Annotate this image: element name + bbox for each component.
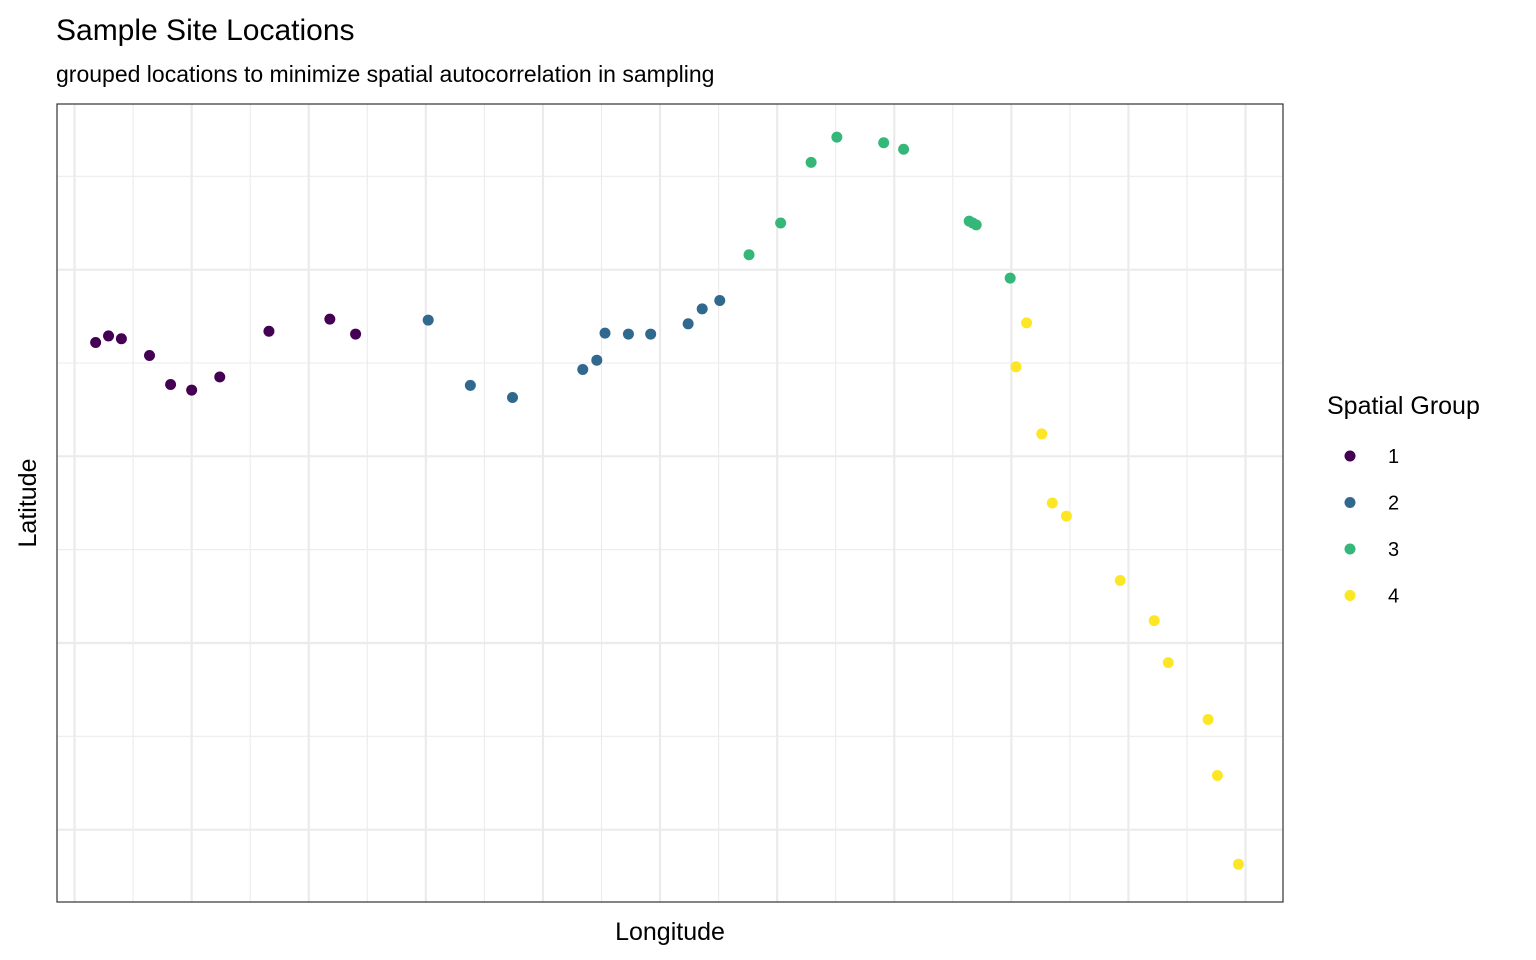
data-point-group-4 bbox=[1162, 657, 1174, 669]
data-point-group-3 bbox=[898, 143, 910, 155]
data-point-group-4 bbox=[1060, 510, 1072, 522]
plot-panel bbox=[56, 103, 1284, 903]
data-point-group-1 bbox=[324, 313, 336, 325]
data-point-group-4 bbox=[1211, 770, 1223, 782]
legend-key-1 bbox=[1344, 450, 1356, 462]
data-point-group-3 bbox=[805, 156, 817, 168]
data-points bbox=[90, 131, 1245, 870]
data-point-group-3 bbox=[775, 217, 787, 229]
data-point-group-2 bbox=[422, 314, 434, 326]
data-point-group-1 bbox=[214, 371, 226, 383]
data-point-group-1 bbox=[350, 328, 362, 340]
data-point-group-1 bbox=[186, 384, 198, 396]
data-point-group-4 bbox=[1233, 858, 1245, 870]
data-point-group-3 bbox=[743, 249, 755, 261]
data-point-group-2 bbox=[577, 364, 589, 376]
data-point-group-2 bbox=[622, 328, 634, 340]
data-point-group-4 bbox=[1202, 714, 1214, 726]
legend-key-3 bbox=[1344, 543, 1356, 555]
data-point-group-1 bbox=[90, 336, 102, 348]
chart-title: Sample Site Locations bbox=[56, 14, 355, 47]
data-point-group-3 bbox=[831, 131, 843, 143]
legend-items: 1 2 3 4 bbox=[1344, 446, 1399, 608]
data-point-group-2 bbox=[507, 392, 519, 404]
legend-label-1: 1 bbox=[1388, 446, 1399, 468]
data-point-group-1 bbox=[115, 333, 127, 345]
data-point-group-2 bbox=[591, 354, 603, 366]
y-axis-title: Latitude bbox=[14, 459, 42, 548]
data-point-group-3 bbox=[1004, 272, 1016, 284]
data-point-group-4 bbox=[1114, 574, 1126, 586]
data-point-group-2 bbox=[645, 328, 657, 340]
legend-key-2 bbox=[1344, 497, 1356, 508]
legend-label-3: 3 bbox=[1388, 539, 1399, 561]
data-point-group-1 bbox=[165, 378, 177, 390]
data-point-group-1 bbox=[263, 325, 275, 337]
data-point-group-4 bbox=[1046, 497, 1058, 509]
legend-key-4 bbox=[1344, 590, 1356, 601]
data-point-group-3 bbox=[878, 137, 890, 149]
legend-title: Spatial Group bbox=[1327, 392, 1480, 420]
chart-subtitle: grouped locations to minimize spatial au… bbox=[56, 61, 714, 87]
data-point-group-4 bbox=[1148, 615, 1160, 627]
data-point-group-4 bbox=[1010, 361, 1022, 373]
data-point-group-4 bbox=[1021, 317, 1033, 329]
legend-label-2: 2 bbox=[1388, 493, 1399, 515]
data-point-group-2 bbox=[599, 327, 611, 339]
data-point-group-2 bbox=[714, 294, 726, 306]
legend-label-4: 4 bbox=[1388, 586, 1399, 608]
data-point-group-3 bbox=[970, 219, 982, 231]
data-point-group-4 bbox=[1036, 428, 1048, 440]
panel-border bbox=[56, 103, 1284, 903]
data-point-group-2 bbox=[696, 303, 708, 315]
grid-lines bbox=[57, 104, 1283, 902]
x-axis-title: Longitude bbox=[615, 918, 725, 946]
data-point-group-1 bbox=[103, 330, 115, 342]
legend: Spatial Group 1 2 3 4 bbox=[1327, 392, 1480, 608]
data-point-group-2 bbox=[464, 379, 476, 391]
data-point-group-2 bbox=[682, 318, 694, 330]
data-point-group-1 bbox=[144, 350, 156, 362]
